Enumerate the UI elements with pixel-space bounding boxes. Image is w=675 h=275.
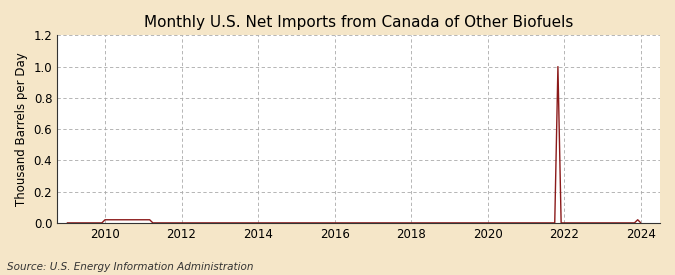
Y-axis label: Thousand Barrels per Day: Thousand Barrels per Day — [15, 52, 28, 206]
Title: Monthly U.S. Net Imports from Canada of Other Biofuels: Monthly U.S. Net Imports from Canada of … — [144, 15, 573, 30]
Text: Source: U.S. Energy Information Administration: Source: U.S. Energy Information Administ… — [7, 262, 253, 272]
